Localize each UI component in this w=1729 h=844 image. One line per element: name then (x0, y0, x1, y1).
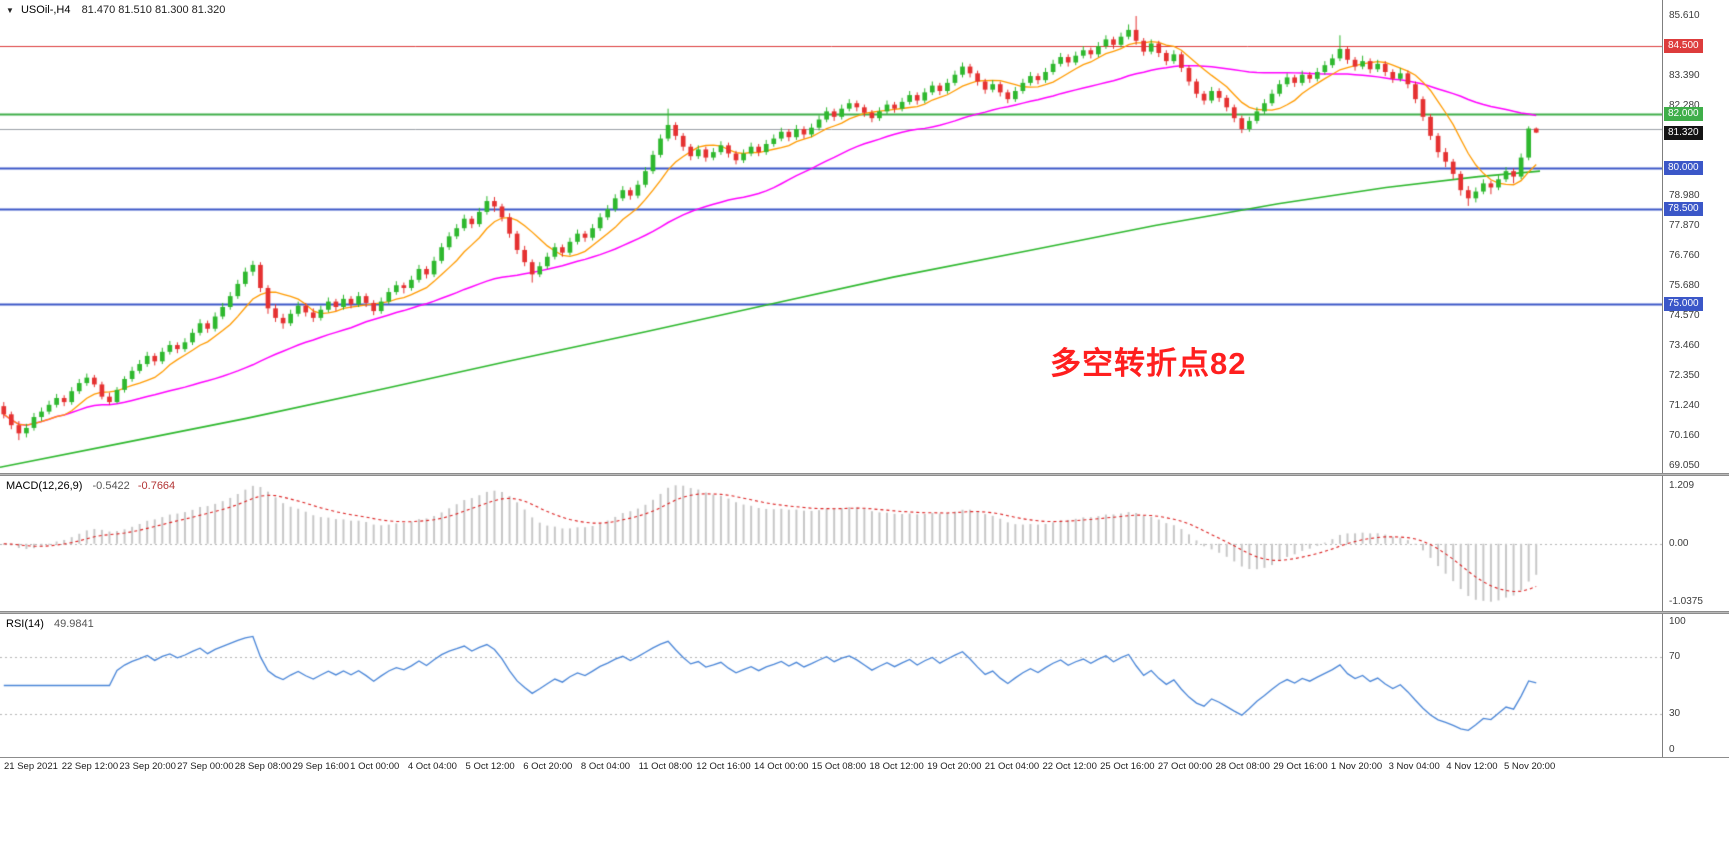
time-axis-label: 6 Oct 20:00 (523, 761, 573, 772)
price-axis-badge: 78.500 (1664, 202, 1703, 217)
time-axis-label: 22 Oct 12:00 (1042, 761, 1097, 772)
price-axis-label: 71.240 (1669, 400, 1700, 412)
time-axis-label: 21 Sep 2021 (4, 761, 58, 772)
time-axis-label: 3 Nov 04:00 (1388, 761, 1440, 772)
time-axis-label: 29 Sep 16:00 (292, 761, 349, 772)
time-axis-label: 4 Oct 04:00 (407, 761, 457, 772)
time-axis-label: 23 Sep 20:00 (119, 761, 176, 772)
chart-annotation-text: 多空转折点82 (1050, 346, 1247, 381)
time-axis-label: 27 Oct 00:00 (1157, 761, 1213, 772)
time-axis-label: 29 Oct 16:00 (1273, 761, 1328, 772)
rsi-canvas[interactable] (0, 614, 1663, 757)
time-axis-label: 14 Oct 00:00 (754, 761, 809, 772)
rsi-panel: RSI(14) 49.9841 100 70 30 0 (0, 614, 1729, 757)
price-axis-label: 74.570 (1669, 309, 1700, 321)
price-axis-label: 76.760 (1669, 250, 1700, 262)
macd-title: MACD(12,26,9) -0.5422 -0.7664 (6, 480, 175, 492)
time-axis[interactable]: 21 Sep 2021 22 Sep 12:00 23 Sep 20:00 27 Se… (0, 757, 1729, 778)
price-axis-label: 77.870 (1669, 220, 1700, 232)
rsi-value: 49.9841 (53, 618, 94, 630)
price-axis-label: 70.160 (1669, 429, 1700, 441)
time-axis-label: 12 Oct 16:00 (696, 761, 751, 772)
macd-axis-label: 1.209 (1669, 480, 1695, 491)
panel-separator[interactable] (0, 611, 1729, 614)
time-axis-label: 18 Oct 12:00 (869, 761, 924, 772)
time-axis-label: 5 Nov 20:00 (1504, 761, 1556, 772)
macd-axis[interactable]: 1.209 0.00 -1.0375 (1662, 476, 1729, 611)
price-axis-label: 82.280 (1669, 100, 1700, 112)
price-axis-badge: 84.500 (1664, 39, 1703, 54)
rsi-axis-label: 30 (1669, 708, 1681, 720)
symbol-timeframe-label: USOil-,H4 (20, 4, 71, 16)
time-axis-label: 21 Oct 04:00 (984, 761, 1040, 772)
macd-main-value: -0.5422 (92, 480, 130, 492)
time-axis-label: 28 Sep 08:00 (234, 761, 292, 772)
macd-signal-value: -0.7664 (137, 480, 176, 492)
price-axis-label: 72.350 (1669, 370, 1700, 382)
time-axis-label: 28 Oct 08:00 (1215, 761, 1270, 772)
price-axis[interactable]: 85.610 83.390 82.280 78.980 77.870 76.760 75.6… (1662, 0, 1729, 473)
rsi-axis-label: 0 (1669, 744, 1675, 755)
price-axis-badge: 81.320 (1664, 125, 1703, 140)
price-axis-label: 85.610 (1669, 10, 1700, 22)
macd-panel: MACD(12,26,9) -0.5422 -0.7664 1.209 0.00 -… (0, 476, 1729, 611)
price-chart-panel: ▼ USOil-,H4 81.470 81.510 81.300 81.320 … (0, 0, 1729, 473)
time-axis-label: 15 Oct 08:00 (811, 761, 867, 772)
rsi-axis[interactable]: 100 70 30 0 (1662, 614, 1729, 757)
price-axis-label: 75.680 (1669, 279, 1700, 291)
price-chart-canvas[interactable] (0, 0, 1663, 473)
price-axis-badge: 75.000 (1664, 297, 1703, 312)
time-axis-label: 27 Sep 00:00 (177, 761, 234, 772)
chart-title: ▼ USOil-,H4 81.470 81.510 81.300 81.320 (6, 4, 225, 16)
macd-axis-label: 0.00 (1669, 537, 1689, 549)
price-axis-label: 69.050 (1669, 459, 1700, 471)
rsi-title: RSI(14) 49.9841 (6, 618, 94, 630)
price-axis-label: 83.390 (1669, 70, 1700, 82)
time-axis-label: 8 Oct 04:00 (580, 761, 631, 772)
collapse-triangle-icon[interactable]: ▼ (6, 6, 14, 15)
price-axis-label: 73.460 (1669, 340, 1700, 352)
macd-axis-label: -1.0375 (1669, 596, 1703, 607)
rsi-axis-label: 100 (1669, 616, 1686, 627)
macd-canvas[interactable] (0, 476, 1663, 611)
macd-name-label: MACD(12,26,9) (6, 480, 83, 492)
time-axis-label: 1 Oct 00:00 (350, 761, 400, 772)
panel-separator[interactable] (0, 473, 1729, 476)
time-axis-label: 4 Nov 12:00 (1446, 761, 1498, 772)
time-axis-label: 22 Sep 12:00 (61, 761, 119, 772)
time-axis-label: 5 Oct 12:00 (465, 761, 515, 772)
time-axis-label: 11 Oct 08:00 (638, 761, 693, 772)
price-axis-badge: 80.000 (1664, 161, 1703, 176)
price-axis-badge: 82.000 (1664, 107, 1703, 122)
time-axis-label: 19 Oct 20:00 (927, 761, 982, 772)
price-axis-label: 78.980 (1669, 190, 1700, 202)
rsi-name-label: RSI(14) (6, 618, 44, 630)
time-axis-label: 25 Oct 16:00 (1100, 761, 1155, 772)
time-axis-label: 1 Nov 20:00 (1330, 761, 1383, 772)
ohlc-values-label: 81.470 81.510 81.300 81.320 (81, 4, 226, 16)
rsi-axis-label: 70 (1669, 650, 1681, 662)
